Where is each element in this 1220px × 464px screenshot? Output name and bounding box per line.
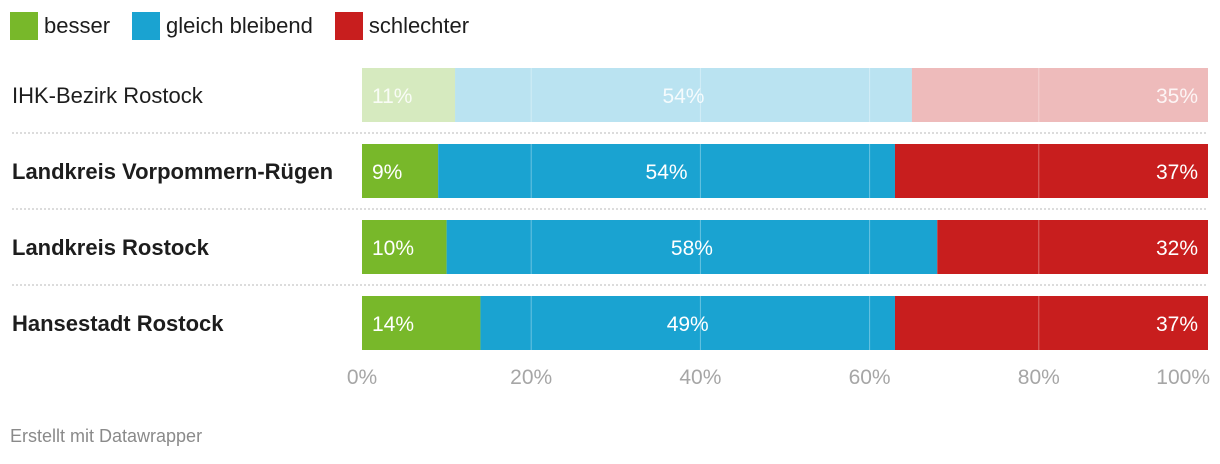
- footer-credit: Erstellt mit Datawrapper: [10, 426, 203, 446]
- data-label: 11%: [372, 85, 412, 108]
- bar-segment: [362, 220, 447, 274]
- data-label: 35%: [1156, 85, 1198, 108]
- bar-segment: [455, 68, 912, 122]
- data-label: 10%: [372, 237, 414, 260]
- x-tick-label: 80%: [1018, 366, 1060, 389]
- data-label: 37%: [1156, 161, 1198, 184]
- x-tick-label: 100%: [1156, 366, 1210, 389]
- legend-label: besser: [44, 13, 111, 38]
- bar-segment: [362, 144, 439, 198]
- x-tick-label: 60%: [849, 366, 891, 389]
- data-label: 14%: [372, 313, 414, 336]
- x-tick-label: 0%: [347, 366, 377, 389]
- bar-segment: [894, 296, 1208, 350]
- chart-legend: besser gleich bleibend schlechter: [10, 10, 491, 42]
- data-label: 54%: [646, 161, 688, 184]
- bar-segment: [438, 144, 895, 198]
- data-label: 54%: [662, 85, 704, 108]
- category-label: Landkreis Rostock: [12, 235, 210, 260]
- data-label: 49%: [667, 313, 709, 336]
- bar-segment: [911, 68, 1208, 122]
- data-label: 37%: [1156, 313, 1198, 336]
- bar-segment: [362, 68, 456, 122]
- legend-swatch: [10, 12, 38, 40]
- legend-label: gleich bleibend: [166, 13, 313, 38]
- legend-item: besser: [10, 12, 110, 40]
- legend-swatch: [334, 12, 363, 40]
- x-tick-label: 20%: [510, 366, 552, 389]
- category-label: IHK-Bezirk Rostock: [12, 83, 204, 108]
- bar-segment: [937, 220, 1208, 274]
- category-label: Hansestadt Rostock: [12, 311, 224, 336]
- data-label: 58%: [671, 237, 713, 260]
- category-label: Landkreis Vorpommern-Rügen: [12, 159, 333, 184]
- bar-segment: [362, 296, 481, 350]
- legend-item: schlechter: [334, 12, 470, 40]
- data-label: 32%: [1156, 237, 1198, 260]
- data-label: 9%: [372, 161, 402, 184]
- legend-label: schlechter: [368, 13, 470, 38]
- bar-segment: [480, 296, 895, 350]
- bar-segment: [894, 144, 1208, 198]
- bar-segment: [446, 220, 938, 274]
- x-tick-label: 40%: [679, 366, 721, 389]
- legend-swatch: [132, 12, 161, 40]
- legend-item: gleich bleibend: [132, 12, 313, 40]
